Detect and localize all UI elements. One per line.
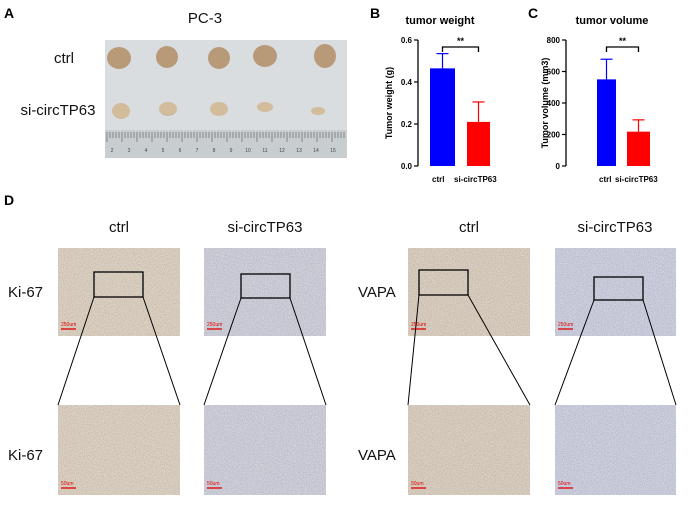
row-label-si-circtp63: si-circTP63 (20, 102, 95, 119)
ruler-number: 2 (111, 148, 114, 154)
ruler-number: 9 (230, 148, 233, 154)
col-label-si-ki67: si-circTP63 (227, 219, 302, 236)
ruler-number: 3 (128, 148, 131, 154)
scale-bar-label: 250um (61, 322, 76, 328)
ruler-number: 14 (313, 148, 319, 154)
row-label-ki67-top: Ki-67 (8, 284, 43, 301)
y-tick-label: 0.6 (401, 36, 413, 45)
ruler-number: 10 (245, 148, 251, 154)
ruler-number: 11 (262, 148, 267, 154)
significance-bracket (441, 46, 480, 52)
ihc-texture (555, 248, 676, 336)
ihc-texture (555, 405, 676, 495)
zoom-connector-line (203, 297, 242, 406)
ruler-number: 13 (296, 148, 302, 154)
scale-bar-label: 50um (207, 481, 220, 487)
panel-label-a: A (4, 5, 14, 21)
y-axis-label: Tumor weight (g) (384, 67, 394, 139)
row-label-vapa-top: VAPA (358, 284, 396, 301)
zoom-connector-line (467, 294, 531, 406)
zoom-region-box (593, 276, 644, 301)
tumors-si-circtp63 (112, 102, 325, 119)
col-label-ctrl-vapa: ctrl (459, 219, 479, 236)
significance-bracket (605, 46, 640, 52)
ruler-number: 7 (196, 148, 199, 154)
bar-si-circTP63 (627, 131, 650, 166)
bar-ctrl (430, 68, 455, 166)
tumor-photo: 2 3 4 5 6 7 8 9 10 11 12 13 14 15 (105, 40, 347, 158)
ruler-number: 12 (279, 148, 285, 154)
panel-label-d: D (4, 192, 14, 208)
col-label-si-vapa: si-circTP63 (577, 219, 652, 236)
row-label-vapa-bottom: VAPA (358, 447, 396, 464)
tumor-weight-chart: tumor weight 0.0 0.2 0.4 0.6 Tumor weight (g)… (384, 15, 497, 184)
zoom-connector-line (289, 297, 327, 406)
zoom-connector-line (554, 299, 595, 406)
tumors-ctrl (107, 44, 336, 69)
zoom-region-box (93, 271, 144, 298)
x-tick-label: ctrl (599, 175, 611, 184)
ruler-number: 5 (162, 148, 165, 154)
y-tick-label: 0.4 (401, 78, 413, 87)
ihc-texture (408, 405, 530, 495)
row-label-ctrl: ctrl (54, 50, 74, 67)
y-tick-label: 0.0 (401, 162, 413, 171)
zoom-connector-line (407, 294, 420, 406)
scale-bar-label: 50um (61, 481, 74, 487)
chart-title: tumor weight (405, 15, 474, 27)
scale-bar-label: 250um (207, 322, 222, 328)
ruler-number: 8 (213, 148, 216, 154)
ihc-images: 250um 50um 250um 50um 250um 50um 250um 50um (57, 248, 677, 495)
panel-label-c: C (528, 5, 538, 21)
ihc-texture (204, 405, 326, 495)
x-tick-label: si-circTP63 (454, 175, 497, 184)
y-tick-label: 400 (547, 99, 561, 108)
bar-ctrl (597, 79, 616, 166)
zoom-region-box (418, 269, 469, 296)
ihc-texture (58, 248, 180, 336)
ruler-number: 4 (145, 148, 148, 154)
y-tick-label: 200 (547, 131, 561, 140)
y-tick-label: 0.2 (401, 120, 413, 129)
chart-title: tumor volume (576, 15, 649, 27)
zoom-connector-line (142, 296, 181, 406)
ruler-number: 15 (330, 148, 336, 154)
ruler: 2 3 4 5 6 7 8 9 10 11 12 13 14 15 (106, 132, 345, 154)
y-tick-label: 0 (556, 162, 561, 171)
y-tick-label: 800 (547, 36, 561, 45)
zoom-connector-line (642, 299, 677, 406)
significance-marker: ** (619, 36, 627, 46)
zoom-region-box (240, 273, 291, 299)
y-tick-label: 600 (547, 68, 561, 77)
panel-label-b: B (370, 5, 380, 21)
panel-a-title: PC-3 (188, 10, 222, 27)
scale-bar-label: 50um (558, 481, 571, 487)
y-axis-label: Tumor volume (mm3) (540, 58, 550, 149)
x-tick-label: ctrl (432, 175, 444, 184)
col-label-ctrl-ki67: ctrl (109, 219, 129, 236)
ihc-texture (204, 248, 326, 336)
scale-bar-label: 250um (558, 322, 573, 328)
ihc-texture (58, 405, 180, 495)
scale-bar-label: 50um (411, 481, 424, 487)
significance-marker: ** (457, 36, 465, 46)
tumor-volume-chart: tumor volume 0 200 400 600 800 Tumor volume (m… (540, 15, 658, 184)
ruler-number: 6 (179, 148, 182, 154)
bar-si-circTP63 (467, 121, 490, 166)
scale-bar-label: 250um (411, 322, 426, 328)
zoom-connector-line (57, 296, 95, 406)
x-tick-label: si-circTP63 (615, 175, 658, 184)
row-label-ki67-bottom: Ki-67 (8, 447, 43, 464)
ihc-texture (408, 248, 530, 336)
